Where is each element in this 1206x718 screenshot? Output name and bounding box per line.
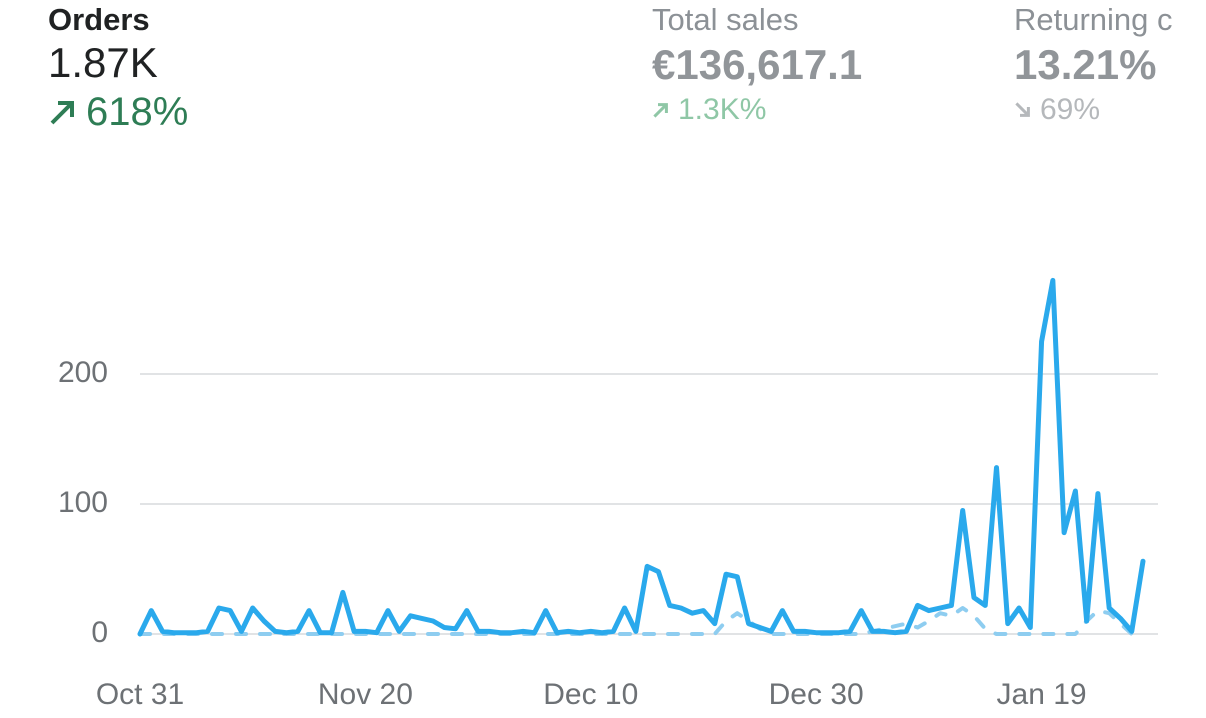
series-line: [138, 606, 1145, 636]
y-tick-label: 100: [58, 486, 108, 519]
metric-change: 618%: [48, 88, 188, 136]
metric-title: Returning c: [1014, 2, 1173, 37]
metric-value: €136,617.1: [652, 41, 863, 88]
metric-change: 69%: [1014, 90, 1173, 130]
change-text: 1.3K%: [678, 93, 767, 126]
metric-returning[interactable]: Returning c 13.21% 69%: [1014, 0, 1173, 130]
arrow-up: [50, 101, 74, 125]
metric-value: 1.87K: [48, 39, 158, 86]
x-tick-label: Oct 31: [96, 678, 184, 711]
x-tick-label: Dec 10: [543, 678, 638, 711]
x-tick-label: Nov 20: [318, 678, 413, 711]
arrow-up: [653, 103, 668, 118]
change-text: 618%: [86, 90, 189, 134]
arrow-down: [1015, 102, 1030, 117]
metric-orders[interactable]: Orders 1.87K 618%: [48, 0, 188, 136]
y-tick-label: 0: [91, 616, 108, 649]
metric-sales[interactable]: Total sales €136,617.1 1.3K%: [652, 0, 862, 130]
series-line: [137, 277, 1146, 637]
x-tick-label: Jan 19: [997, 678, 1087, 711]
metric-value: 13.21%: [1014, 41, 1157, 88]
metric-title: Orders: [48, 2, 150, 37]
metric-title: Total sales: [652, 2, 799, 37]
change-text: 69%: [1040, 93, 1101, 126]
x-tick-label: Dec 30: [769, 678, 864, 711]
metric-change: 1.3K%: [652, 90, 862, 130]
y-tick-label: 200: [58, 356, 108, 389]
